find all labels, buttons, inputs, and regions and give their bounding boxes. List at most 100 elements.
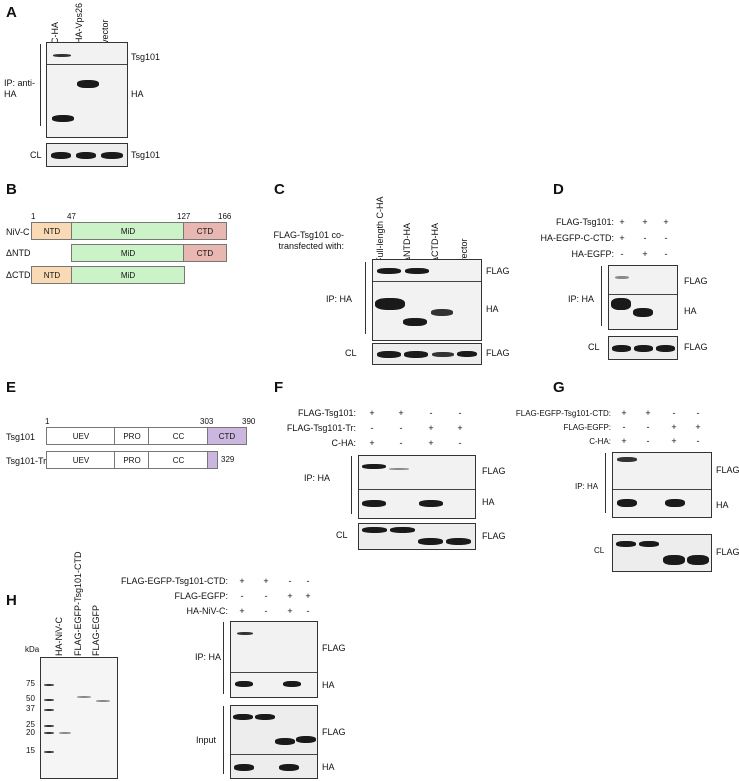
- ip-label: IP: HA: [575, 482, 599, 491]
- construct-name: Tsg101-Tr: [6, 456, 47, 466]
- blot-band: [634, 345, 653, 352]
- blot-band: [283, 681, 301, 687]
- blot-band: [616, 541, 636, 547]
- cl-label: CL: [30, 150, 42, 160]
- condition-sign: -: [622, 422, 626, 432]
- blot-cl: [608, 336, 678, 360]
- blot-band: [362, 500, 386, 507]
- blot-divider: [609, 294, 677, 295]
- blot-band: [687, 555, 709, 565]
- marker-label: 20: [26, 728, 35, 737]
- blot-band: [390, 527, 415, 533]
- gel-image: [40, 657, 118, 779]
- domain-mid: MiD: [71, 266, 185, 284]
- condition-sign: +: [287, 606, 293, 616]
- domain-ctd: CTD: [183, 244, 227, 262]
- row-label: FLAG: [716, 547, 739, 557]
- condition-sign: -: [646, 422, 650, 432]
- condition-sign: +: [621, 436, 627, 446]
- residue-position: 166: [218, 212, 232, 221]
- condition-sign: -: [264, 606, 268, 616]
- ip-label: IP: HA: [568, 294, 595, 304]
- blot-divider: [373, 281, 481, 282]
- blot-band: [405, 268, 429, 274]
- condition-sign: -: [696, 408, 700, 418]
- blot-divider: [231, 672, 317, 673]
- blot-ip: [612, 452, 712, 518]
- residue-position: 1: [31, 212, 36, 221]
- condition-sign: +: [619, 233, 625, 243]
- ladder-band: [44, 709, 54, 711]
- bracket: [601, 266, 602, 326]
- blot-band: [362, 464, 386, 469]
- blot-band: [404, 351, 428, 358]
- blot-band: [235, 681, 253, 687]
- domain-cc: CC: [148, 451, 209, 469]
- kda-label: kDa: [25, 645, 40, 654]
- blot-band: [665, 499, 685, 507]
- condition-sign: +: [695, 422, 701, 432]
- lane-label: FLAG-EGFP-Tsg101-CTD: [73, 551, 83, 656]
- condition-sign: +: [369, 438, 375, 448]
- blot-cl: [612, 534, 712, 572]
- cl-label: CL: [345, 348, 357, 358]
- cotransfection-header: FLAG-Tsg101 co- transfected with:: [273, 230, 344, 251]
- row-label: HA: [684, 306, 697, 316]
- domain-ctd: CTD: [207, 427, 247, 445]
- ip-label: IP: HA: [195, 652, 222, 662]
- residue-position: 390: [242, 417, 256, 426]
- row-label: FLAG: [486, 266, 510, 276]
- condition-sign: -: [399, 423, 403, 433]
- blot-band: [237, 632, 253, 635]
- blot-band: [656, 345, 675, 352]
- blot-cl: [358, 523, 476, 550]
- domain-ntd: NTD: [31, 222, 73, 240]
- domain-uev: UEV: [46, 451, 116, 469]
- marker-label: 15: [26, 746, 35, 755]
- construct-name: ΔCTD: [6, 270, 31, 280]
- condition-label: HA-EGFP-C-CTD:: [540, 233, 615, 243]
- ladder-band: [44, 699, 54, 701]
- blot-ip: [46, 42, 128, 138]
- blot-band: [77, 80, 99, 88]
- condition-sign: -: [646, 436, 650, 446]
- blot-ip: [358, 455, 476, 519]
- ladder-band: [44, 751, 54, 753]
- blot-band: [431, 309, 453, 316]
- lane-label: C-HA: [50, 22, 60, 44]
- condition-sign: -: [672, 408, 676, 418]
- blot-band: [101, 152, 123, 159]
- blot-band: [279, 764, 299, 771]
- condition-sign: +: [642, 217, 648, 227]
- bracket: [351, 456, 352, 514]
- domain-ctd: CTD: [183, 222, 227, 240]
- blot-band: [233, 714, 253, 720]
- blot-band: [615, 276, 629, 279]
- marker-label: 37: [26, 704, 35, 713]
- domain-pro: PRO: [114, 427, 150, 445]
- blot-band: [275, 738, 295, 745]
- ip-label: IP: HA: [304, 473, 331, 483]
- blot-band: [375, 298, 405, 310]
- blot-band: [432, 352, 454, 357]
- lane-label: ΔNTD-HA: [402, 222, 412, 263]
- condition-sign: -: [306, 606, 310, 616]
- condition-sign: -: [240, 591, 244, 601]
- row-label: FLAG: [482, 466, 506, 476]
- condition-sign: -: [399, 438, 403, 448]
- domain-pro: PRO: [114, 451, 150, 469]
- row-label: FLAG: [684, 342, 708, 352]
- condition-label: FLAG-Tsg101:: [555, 217, 614, 227]
- condition-sign: -: [458, 408, 462, 418]
- ladder-band: [44, 725, 54, 727]
- blot-band: [446, 538, 471, 545]
- condition-label: FLAG-Tsg101-Tr:: [286, 423, 356, 433]
- blot-ip: [608, 265, 678, 330]
- blot-band: [418, 538, 443, 545]
- blot-divider: [47, 64, 127, 65]
- blot-band: [633, 308, 653, 317]
- condition-sign: +: [398, 408, 404, 418]
- condition-sign: +: [619, 217, 625, 227]
- panel-label-h: H: [6, 592, 17, 609]
- condition-sign: +: [239, 606, 245, 616]
